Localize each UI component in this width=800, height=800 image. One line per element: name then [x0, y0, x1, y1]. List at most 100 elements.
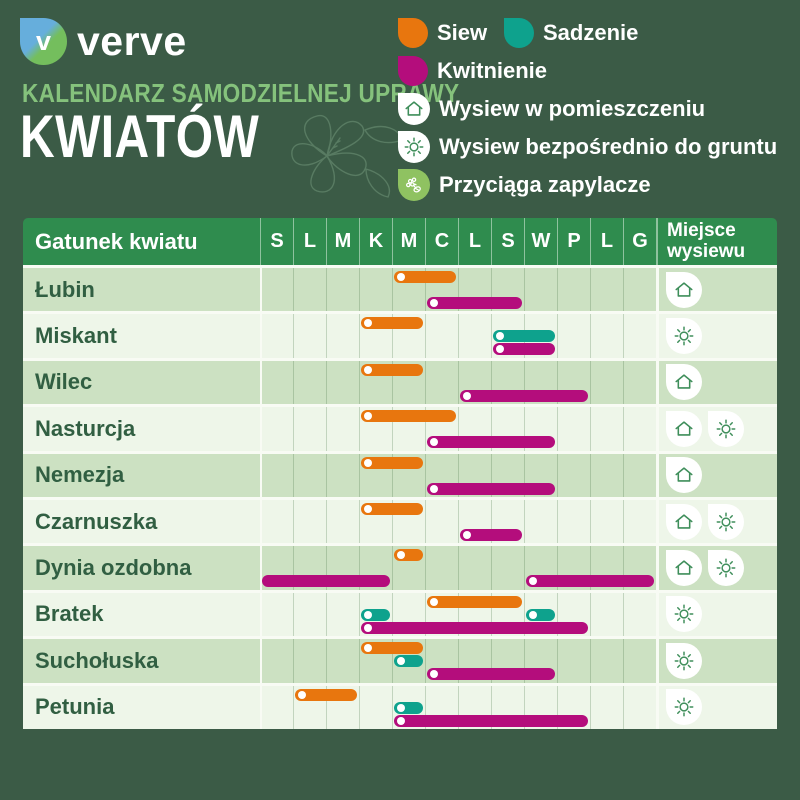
grid-line [359, 453, 360, 497]
grid-line [392, 453, 393, 497]
grid-line [260, 453, 262, 497]
sun-icon [666, 318, 702, 355]
grid-line [590, 685, 591, 729]
siew-bar [394, 549, 423, 562]
table-row: Suchołuska [23, 636, 777, 683]
grid-line [491, 592, 492, 637]
grid-line [524, 639, 525, 683]
grid-line [326, 499, 327, 544]
grid-line [392, 407, 393, 451]
bar-start-dot [430, 597, 438, 606]
legend-label: Wysiew w pomieszczeniu [439, 96, 706, 121]
grid-line [557, 639, 558, 683]
table-row: Czarnuszka [23, 496, 777, 544]
table-body: Łubin Miskant Wilec Nasturcja Nemezja Czarnus… [23, 265, 777, 729]
table-row: Nasturcja [23, 404, 777, 451]
grid-line [359, 314, 360, 358]
grid-line [260, 685, 262, 729]
legend-item: Sadzenie [504, 18, 638, 48]
siew-bar [361, 502, 423, 515]
poster-title: KWIATÓW [20, 103, 260, 170]
bar-start-dot [397, 716, 405, 725]
bar-start-dot [364, 319, 372, 328]
grid-line [392, 268, 393, 312]
legend-label: Przyciąga zapylacze [439, 172, 651, 197]
kwitnienie-bar [427, 482, 555, 495]
siew-bar [361, 363, 423, 376]
pollinator-icon [398, 169, 430, 201]
grid-line [425, 685, 426, 729]
month-grid [260, 685, 656, 729]
grid-line [359, 499, 360, 544]
grid-line [491, 407, 492, 451]
grid-line [557, 407, 558, 451]
grid-line [524, 453, 525, 497]
sowing-place-cell [656, 499, 777, 544]
grid-line [557, 685, 558, 729]
grid-line [326, 546, 327, 590]
bar-start-dot [364, 458, 372, 467]
legend-item: Kwitnienie [398, 56, 547, 86]
grid-line [491, 546, 492, 590]
grid-line [458, 407, 459, 451]
grid-line [524, 592, 525, 637]
grid-line [359, 546, 360, 590]
legend-row: Wysiew w pomieszczeniu [398, 92, 794, 126]
grid-line [458, 314, 459, 358]
sun-icon [708, 503, 744, 540]
sowing-place-cell [656, 453, 777, 497]
grid-line [326, 407, 327, 451]
month-header-cell: S [260, 218, 293, 265]
bar-start-dot [364, 610, 372, 619]
siew-bar [394, 271, 456, 283]
grid-line [359, 685, 360, 729]
grid-line [623, 546, 624, 590]
legend-row: Siew Sadzenie [398, 16, 794, 50]
grid-line [425, 546, 426, 590]
grid-line [623, 360, 624, 405]
siew-bar [361, 456, 423, 469]
house-icon [666, 410, 702, 447]
grid-line [524, 685, 525, 729]
grid-line [293, 453, 294, 497]
grid-line [557, 360, 558, 405]
grid-line [590, 407, 591, 451]
grid-line [260, 407, 262, 451]
legend-item: Przyciąga zapylacze [398, 169, 651, 201]
grid-line [425, 499, 426, 544]
kwitnienie-bar [460, 389, 588, 402]
grid-line [425, 453, 426, 497]
kwitnienie-bar [526, 575, 654, 588]
flower-name: Petunia [35, 694, 115, 720]
grid-line [623, 314, 624, 358]
grid-line [260, 360, 262, 405]
grid-line [326, 639, 327, 683]
grid-line [293, 499, 294, 544]
bar-start-dot [430, 670, 438, 679]
month-header-cell: L [458, 218, 491, 265]
grid-line [326, 685, 327, 729]
kwitnienie-bar [427, 436, 555, 449]
grid-line [491, 360, 492, 405]
grid-line [557, 314, 558, 358]
bar-start-dot [430, 438, 438, 447]
kwitnienie-bar [427, 297, 522, 309]
grid-line [623, 592, 624, 637]
grid-line [392, 685, 393, 729]
grid-line [623, 639, 624, 683]
month-grid [260, 592, 656, 637]
grid-line [458, 592, 459, 637]
legend-row: Wysiew bezpośrednio do gruntu [398, 130, 794, 164]
grid-line [458, 268, 459, 312]
bar-start-dot [529, 577, 537, 586]
grid-line [392, 314, 393, 358]
grid-line [359, 639, 360, 683]
month-grid [260, 546, 656, 590]
flower-name: Łubin [35, 276, 95, 302]
grid-line [557, 546, 558, 590]
kwitnienie-bar [460, 528, 522, 541]
sadzenie-swatch-icon [504, 18, 534, 48]
sowing-place-header: Miejsce wysiewu [656, 218, 777, 265]
